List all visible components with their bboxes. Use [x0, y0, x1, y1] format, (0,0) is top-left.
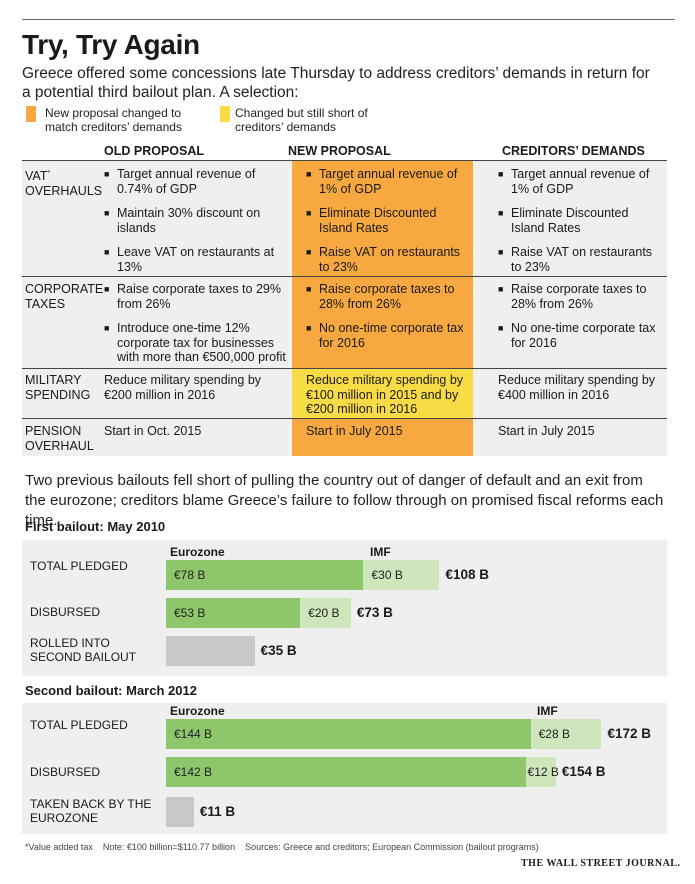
row-label-vat: VAT* OVERHAULS	[25, 169, 103, 199]
bar-total-label: €154 B	[561, 764, 606, 779]
page-title: Try, Try Again	[22, 29, 200, 60]
cell-pension-old: Start in Oct. 2015	[104, 424, 202, 438]
row-label-military: MILITARY SPENDING	[25, 373, 91, 402]
col-head-creditors: CREDITORS’ DEMANDS	[502, 144, 645, 158]
bar-label-disbursed: DISBURSED	[30, 605, 101, 619]
legend-swatch-orange	[26, 106, 36, 122]
bar-total-label: €73 B	[356, 605, 393, 620]
list-item: Target annual revenue of 0.74% of GDP	[104, 167, 284, 196]
publication-credit: THE WALL STREET JOURNAL.	[521, 858, 681, 869]
highlight-new-military	[292, 368, 473, 418]
bar-rolled	[166, 797, 194, 827]
list-item: Target annual revenue of 1% of GDP	[498, 167, 658, 196]
bar-label-rolled: ROLLED INTO SECOND BAILOUT	[30, 636, 137, 664]
table-rule	[22, 368, 667, 369]
list-item: No one-time corporate tax for 2016	[306, 321, 466, 350]
chart-title-second: Second bailout: March 2012	[25, 683, 197, 698]
list-item: Leave VAT on restaurants at 13%	[104, 245, 284, 274]
cell-pension-new: Start in July 2015	[306, 424, 403, 438]
bar-label-total-pledged: TOTAL PLEDGED	[30, 559, 128, 573]
series-label-imf: IMF	[370, 545, 391, 559]
table-rule	[22, 160, 667, 161]
list-item: Eliminate Discounted Island Rates	[306, 206, 466, 235]
list-item: Raise VAT on restaurants to 23%	[306, 245, 466, 274]
cell-military-new: Reduce military spending by €100 million…	[306, 373, 464, 416]
bar-eurozone: €78 B	[166, 560, 364, 590]
bailout-note: Two previous bailouts fell short of pull…	[25, 472, 664, 529]
list-item: Target annual revenue of 1% of GDP	[306, 167, 466, 196]
bar-imf: €28 B	[530, 719, 602, 749]
bar-total-label: €108 B	[445, 567, 489, 582]
bar-imf: €20 B	[300, 598, 351, 628]
footnote: *Value added tax Note: €100 billion=$110…	[25, 842, 539, 852]
list-item: Eliminate Discounted Island Rates	[498, 206, 658, 235]
bar-total-label: €172 B	[607, 726, 652, 741]
cell-military-creditors: Reduce military spending by €400 million…	[498, 373, 656, 402]
col-head-new: NEW PROPOSAL	[288, 144, 391, 158]
legend-swatch-yellow	[220, 106, 230, 122]
highlight-new-pension	[292, 418, 473, 456]
table-rule	[22, 276, 667, 277]
bar-imf: €30 B	[363, 560, 440, 590]
cell-vat-old: Target annual revenue of 0.74% of GDP Ma…	[104, 167, 284, 284]
list-item: No one-time corporate tax for 2016	[498, 321, 658, 350]
cell-pension-creditors: Start in July 2015	[498, 424, 595, 438]
cell-vat-new: Target annual revenue of 1% of GDP Elimi…	[306, 167, 466, 284]
series-label-imf: IMF	[537, 704, 558, 718]
list-item: Raise corporate taxes to 28% from 26%	[306, 282, 466, 311]
series-label-eurozone: Eurozone	[170, 704, 225, 718]
bar-eurozone: €53 B	[166, 598, 301, 628]
list-item: Raise corporate taxes to 29% from 26%	[104, 282, 289, 311]
cell-corp-creditors: Raise corporate taxes to 28% from 26% No…	[498, 282, 658, 360]
col-head-old: OLD PROPOSAL	[104, 144, 205, 158]
cell-corp-new: Raise corporate taxes to 28% from 26% No…	[306, 282, 466, 360]
cell-corp-old: Raise corporate taxes to 29% from 26% In…	[104, 282, 289, 375]
list-item: Maintain 30% discount on islands	[104, 206, 284, 235]
list-item: Introduce one-time 12% corporate tax for…	[104, 321, 289, 365]
bar-label-disbursed: DISBURSED	[30, 765, 101, 779]
bar-total-label: €11 B	[199, 804, 236, 819]
row-label-corporate: CORPORATE TAXES	[25, 282, 104, 311]
legend-text-yellow: Changed but still short of creditors’ de…	[235, 106, 368, 134]
row-label-pension: PENSION OVERHAUL	[25, 424, 94, 453]
cell-military-old: Reduce military spending by €200 million…	[104, 373, 262, 402]
series-label-eurozone: Eurozone	[170, 545, 225, 559]
bar-rolled	[166, 636, 255, 666]
bar-eurozone: €142 B	[166, 757, 526, 787]
list-item: Raise corporate taxes to 28% from 26%	[498, 282, 658, 311]
top-rule	[22, 19, 675, 20]
bar-label-taken-back: TAKEN BACK BY THE EUROZONE	[30, 797, 152, 825]
list-item: Raise VAT on restaurants to 23%	[498, 245, 658, 274]
bar-eurozone: €144 B	[166, 719, 531, 749]
bar-label-total-pledged: TOTAL PLEDGED	[30, 718, 128, 732]
bar-total-label: €35 B	[260, 643, 297, 658]
bar-imf: €12 B	[525, 757, 559, 787]
chart-title-first: First bailout: May 2010	[25, 519, 166, 534]
legend-text-orange: New proposal changed to match creditors’…	[45, 106, 182, 134]
cell-vat-creditors: Target annual revenue of 1% of GDP Elimi…	[498, 167, 658, 284]
subtitle: Greece offered some concessions late Thu…	[22, 65, 650, 101]
table-rule	[22, 418, 667, 419]
